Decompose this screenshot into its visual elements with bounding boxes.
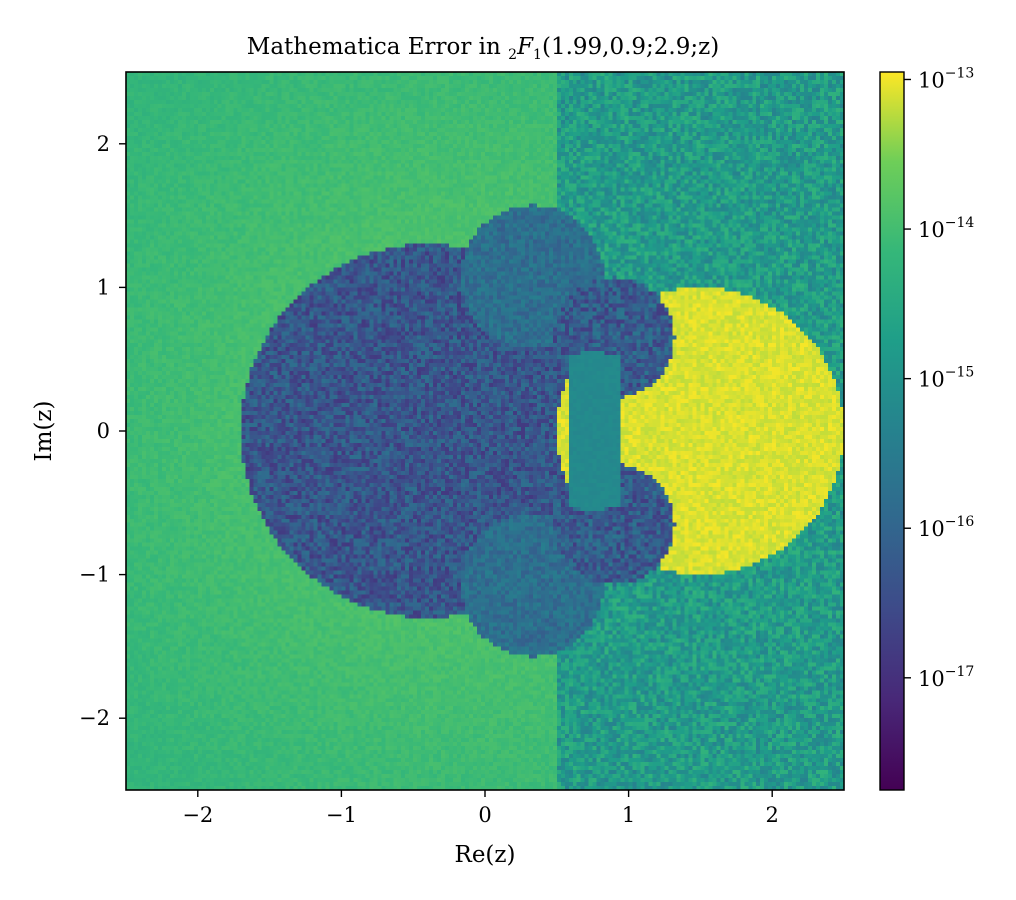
heatmap-image — [126, 72, 844, 790]
colorbar-tick-exponent: −13 — [945, 65, 975, 81]
colorbar-tick-base: 10 — [918, 368, 945, 392]
colorbar-tick-base: 10 — [918, 667, 945, 691]
y-tick-label: 0 — [97, 419, 110, 443]
x-axis: −2 −1 0 1 2 — [182, 790, 779, 827]
colorbar-tick-exponent: −15 — [945, 365, 975, 381]
colorbar-tick-label: 10−15 — [918, 365, 974, 392]
colorbar-tick-base: 10 — [918, 517, 945, 541]
colorbar-tick-label: 10−14 — [918, 215, 974, 242]
x-tick-label: −1 — [326, 803, 357, 827]
colorbar-tick-base: 10 — [918, 68, 945, 92]
y-tick-label: −1 — [79, 563, 110, 587]
colorbar-tick-base: 10 — [918, 218, 945, 242]
y-tick-label: 2 — [97, 132, 110, 156]
colorbar — [879, 71, 905, 791]
colorbar-tick-label: 10−13 — [918, 65, 974, 92]
colorbar-tick-exponent: −14 — [945, 215, 975, 231]
chart-title-prefix: Mathematica Error in — [247, 34, 508, 60]
colorbar-tick-exponent: −16 — [945, 514, 975, 530]
x-tick-label: −2 — [182, 803, 213, 827]
x-tick-label: 1 — [622, 803, 635, 827]
chart-title-args: (1.99,0.9;2.9;z) — [542, 34, 719, 60]
colorbar-tick-label: 10−17 — [918, 664, 974, 691]
y-tick-label: 1 — [97, 275, 110, 299]
x-tick-label: 0 — [478, 803, 491, 827]
chart-title-function: F — [516, 34, 534, 60]
chart-title-subscript-right: 1 — [533, 47, 542, 63]
chart-title-subscript-left: 2 — [508, 47, 517, 63]
y-axis-label: Im(z) — [31, 401, 57, 462]
colorbar-tick-label: 10−16 — [918, 514, 974, 541]
y-axis: −2 −1 0 1 2 — [79, 132, 126, 730]
y-tick-label: −2 — [79, 706, 110, 730]
chart-title: Mathematica Error in 2F1(1.99,0.9;2.9;z) — [247, 34, 719, 63]
x-axis-label: Re(z) — [455, 842, 516, 868]
x-tick-label: 2 — [766, 803, 779, 827]
colorbar-tick-exponent: −17 — [945, 664, 975, 680]
